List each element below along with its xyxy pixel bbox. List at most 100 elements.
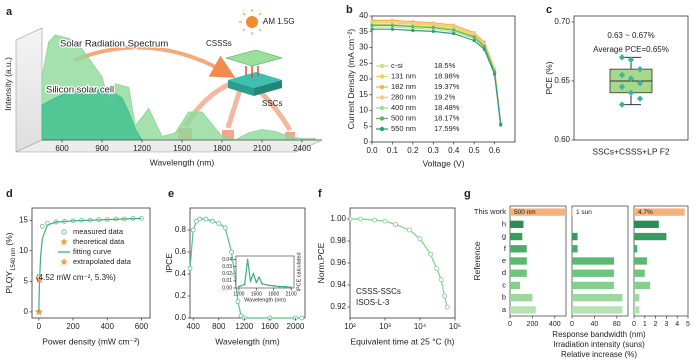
- value-label: 500 nm: [514, 209, 536, 216]
- x-tick-label: 80: [613, 321, 621, 328]
- data-point: [197, 216, 202, 222]
- data-point: [390, 27, 395, 31]
- x-tick-label: 10²: [344, 322, 356, 331]
- data-point: [618, 54, 626, 61]
- y-tick-label: 0.60: [554, 135, 570, 144]
- data-point: [452, 24, 456, 28]
- data-point: [618, 83, 626, 91]
- x-tick-label: 0.1: [387, 146, 399, 155]
- category-label: f: [504, 244, 507, 253]
- data-point: [472, 38, 476, 43]
- y-tick-label: 40: [359, 11, 368, 20]
- x-tick-label: 0.2: [407, 146, 419, 155]
- y-axis-label-part: Intensity (a.u.): [3, 57, 13, 111]
- x-tick-label: 1200: [133, 144, 151, 153]
- y-axis-label: PCE (%): [544, 61, 554, 94]
- bar: [510, 269, 527, 277]
- data-point: [411, 21, 415, 25]
- data-point: [190, 227, 196, 233]
- x-tick-label: 1200: [233, 291, 244, 297]
- y-tick-label: 0.94: [330, 280, 346, 289]
- series-label: Solar Radiation Spectrum: [60, 39, 168, 50]
- x-tick-label: 600: [135, 322, 149, 331]
- data-point: [428, 251, 433, 257]
- absorption-block: [222, 130, 234, 140]
- ssc-side: [254, 80, 282, 96]
- data-point: [472, 32, 476, 36]
- x-tick-label: 2000: [287, 322, 305, 331]
- data-point: [370, 27, 374, 31]
- legend-value: 17.59%: [434, 124, 460, 133]
- legend-value: 18.98%: [434, 71, 460, 80]
- arrow: [256, 88, 293, 132]
- data-point: [272, 284, 275, 287]
- data-point: [438, 277, 444, 282]
- data-point: [255, 281, 258, 284]
- data-point: [407, 227, 412, 233]
- data-point: [472, 35, 476, 39]
- data-point: [261, 282, 263, 285]
- legend-symbol: [379, 116, 385, 121]
- y-tick-label: 0.8: [175, 225, 187, 234]
- inset-y-label: IPCE calculated: [296, 252, 302, 291]
- x-tick-label: 200: [527, 321, 539, 328]
- y-axis-label: IPCE: [164, 253, 174, 273]
- y-tick-label: 0.4: [175, 269, 187, 278]
- x-axis-label: Irradiation intensity (suns): [553, 340, 645, 349]
- y-tick-label: 0.92: [330, 302, 346, 311]
- annotation: (4.52 mW cm⁻², 5.3%): [36, 273, 116, 282]
- bar: [572, 245, 578, 253]
- data-point: [627, 89, 635, 96]
- data-point: [278, 285, 281, 288]
- data-point: [358, 216, 363, 222]
- series-label: Silicon solar cell: [46, 85, 114, 96]
- legend-symbol: [379, 105, 385, 111]
- data-point: [187, 266, 193, 271]
- x-tick-label: 600: [55, 144, 69, 153]
- panel-label: c: [546, 4, 552, 16]
- y-axis-label-part: Reference: [472, 241, 482, 280]
- annotation: AM 1.5G: [263, 17, 295, 26]
- x-tick-label: 0.3: [428, 146, 440, 155]
- x-tick-label: 10⁵: [449, 322, 461, 331]
- x-axis-label: Relative increase (%): [561, 350, 637, 359]
- bar: [572, 281, 614, 290]
- panel-label: e: [168, 188, 174, 200]
- category-label: SSCs+CSSS+LP F2: [592, 146, 670, 156]
- y-tick-label: 0.0: [175, 313, 187, 322]
- category-label: This work: [474, 207, 506, 216]
- legend-value: 18.17%: [434, 113, 460, 122]
- data-point: [370, 23, 374, 28]
- data-point: [299, 315, 305, 321]
- legend-label: 500 nm: [391, 113, 416, 122]
- y-tick-label: 30: [359, 43, 368, 52]
- legend-symbol: [379, 84, 385, 90]
- data-point: [627, 75, 635, 82]
- y-tick-label: 0.2: [175, 291, 187, 300]
- annotation: SSCs: [262, 99, 282, 108]
- y-tick-label: 20: [359, 74, 368, 83]
- data-point: [216, 220, 222, 226]
- y-tick-label: 1.00: [330, 214, 346, 223]
- data-point: [627, 56, 635, 63]
- y-axis-label: Reference: [472, 241, 482, 280]
- inset-x-label: Wavelength (nm): [244, 297, 286, 303]
- annotation: 0.63 ~ 0.67%: [607, 31, 654, 40]
- y-axis-label: Current Density (mA cm⁻²): [346, 29, 356, 130]
- x-tick-label: 5: [686, 321, 690, 328]
- legend-label: 280 nm: [391, 92, 416, 101]
- x-tick-label: 1800: [213, 144, 231, 153]
- arrow: [225, 89, 243, 129]
- annotation: Average PCE=0.65%: [593, 45, 669, 54]
- legend-label: fitting curve: [73, 247, 111, 256]
- y-tick-label: 5: [364, 121, 369, 130]
- x-axis-label: Power density (mW cm⁻²): [42, 336, 140, 346]
- data-point: [411, 25, 415, 29]
- bar: [510, 232, 523, 241]
- legend-value: 18.48%: [434, 103, 460, 112]
- y-tick-label: 0: [364, 137, 369, 146]
- bar: [510, 294, 533, 302]
- y-axis-label-part: IPCE: [164, 253, 174, 273]
- y-tick-label: 0.02: [222, 271, 232, 277]
- legend-label: c-si: [391, 61, 403, 70]
